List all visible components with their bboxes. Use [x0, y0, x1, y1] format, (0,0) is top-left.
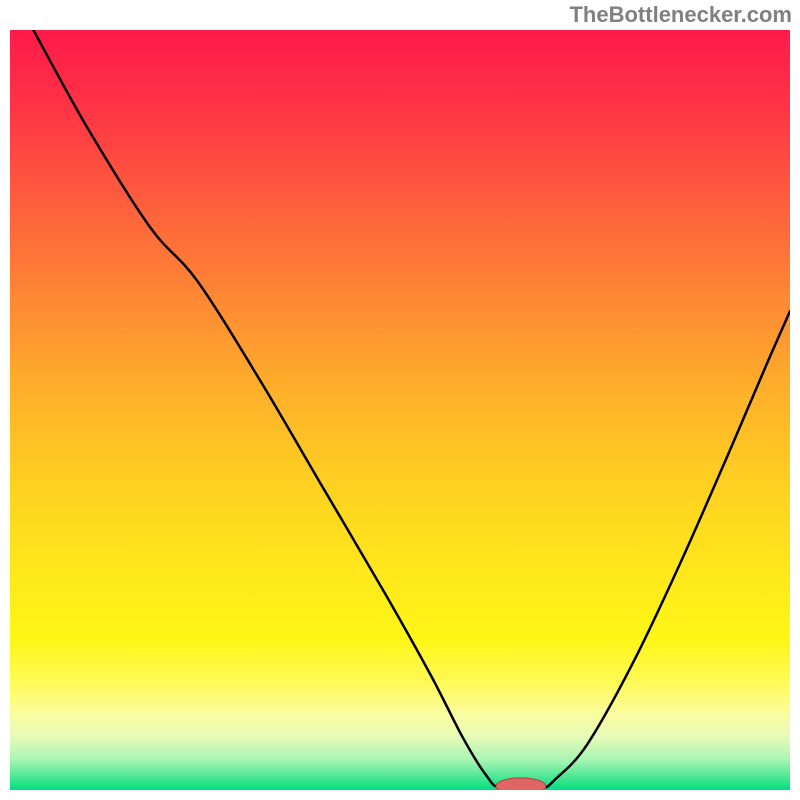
watermark-text: TheBottlenecker.com [569, 2, 792, 28]
chart-svg [10, 30, 790, 790]
bottleneck-chart [10, 30, 790, 790]
gradient-background [10, 30, 790, 790]
